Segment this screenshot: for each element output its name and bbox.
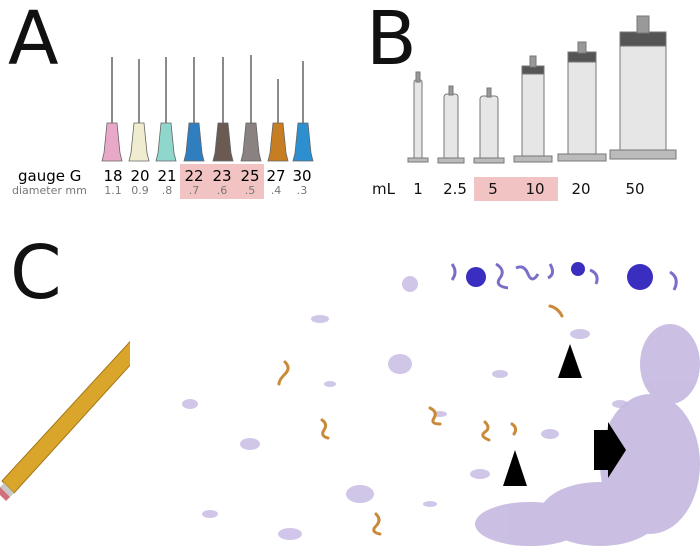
panel-label-b: B — [366, 0, 417, 82]
gauge-value: 30 — [292, 167, 312, 185]
syringe-50ml — [609, 15, 677, 160]
needle-23g — [212, 57, 234, 162]
volume-value: 1 — [413, 180, 423, 198]
syringe-1ml — [407, 71, 429, 163]
stained-smear-micrograph — [130, 244, 700, 549]
volume-value: 10 — [525, 180, 545, 198]
gauge-value: 21 — [157, 167, 177, 185]
volume-value: 20 — [571, 180, 591, 198]
stained-parasites — [450, 262, 678, 291]
needle-illustration — [101, 55, 314, 162]
gauge-value: 18 — [103, 167, 123, 185]
syringe-highlight — [474, 177, 558, 201]
gauge-value: 23 — [212, 167, 232, 185]
volume-unit-label: mL — [372, 180, 395, 198]
panel-label-a: A — [8, 0, 59, 82]
diameter-value: 0.9 — [131, 184, 149, 197]
arrowhead-marker — [558, 344, 582, 378]
needle-27g — [267, 79, 289, 162]
needle-25g — [240, 55, 262, 162]
diameter-row: diameter mm 1.1 0.9 .8 .7 .6 .5 .4 .3 — [0, 184, 360, 198]
blood-cells — [182, 276, 628, 540]
syringe-illustration — [407, 15, 677, 164]
gauge-value: 25 — [240, 167, 260, 185]
arrowhead-marker — [503, 450, 527, 486]
syringe-20ml — [557, 41, 607, 162]
needle-22g — [183, 57, 205, 162]
syringe-10ml — [513, 55, 553, 163]
gauge-value: 27 — [266, 167, 286, 185]
gauge-label: gauge G — [18, 167, 82, 185]
diameter-value: .6 — [216, 184, 228, 197]
panel-label-c: C — [10, 230, 62, 316]
diameter-value: .4 — [270, 184, 282, 197]
diameter-label: diameter mm — [12, 184, 87, 197]
volume-value: 2.5 — [443, 180, 467, 198]
volume-value: 50 — [625, 180, 645, 198]
syringe-2-5ml — [437, 85, 465, 164]
syringe-5ml — [473, 87, 505, 164]
gauge-row: gauge G 18 20 21 22 23 25 27 30 — [0, 167, 360, 185]
diameter-value: .8 — [161, 184, 173, 197]
needle-18g — [101, 57, 123, 162]
block-arrow-marker — [594, 422, 626, 478]
needle-21g — [155, 57, 177, 162]
diameter-value: .5 — [244, 184, 256, 197]
diameter-value: 1.1 — [104, 184, 122, 197]
diameter-value: .3 — [296, 184, 308, 197]
cell-cluster — [475, 324, 700, 546]
gauge-value: 22 — [184, 167, 204, 185]
diameter-value: .7 — [188, 184, 200, 197]
stained-nuclei — [466, 262, 653, 290]
needle-highlight — [180, 164, 264, 199]
needle-20g — [128, 59, 150, 162]
volume-value: 5 — [488, 180, 498, 198]
parasites — [277, 304, 564, 536]
gauge-value: 20 — [130, 167, 150, 185]
needle-30g — [292, 61, 314, 162]
